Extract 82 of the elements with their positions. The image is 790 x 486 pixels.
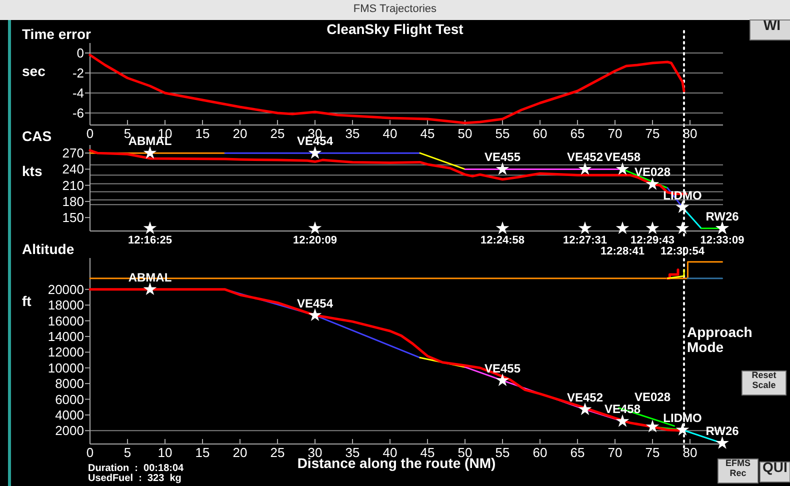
y-tick-label: 8000 bbox=[55, 376, 84, 392]
button: QUI bbox=[760, 459, 790, 482]
ref-line-label: Approach Mode bbox=[687, 324, 752, 355]
y-tick-label: 240 bbox=[62, 162, 84, 177]
annotation: 12:16:25 bbox=[128, 234, 172, 246]
x-tick-label: 0 bbox=[86, 126, 94, 141]
annotation: 12:24:58 bbox=[480, 234, 525, 246]
annotation: 12:27:31 bbox=[562, 234, 608, 246]
text: ft bbox=[22, 293, 32, 309]
y-tick-label: 180 bbox=[62, 194, 84, 209]
y-tick-label: 0 bbox=[76, 46, 84, 61]
x-tick-label: 55 bbox=[495, 445, 510, 460]
x-tick-label: 65 bbox=[570, 126, 585, 141]
x-tick-label: 70 bbox=[608, 445, 622, 460]
y-tick-label: 150 bbox=[62, 210, 84, 226]
button: EFMS Rec bbox=[718, 458, 758, 484]
y-tick-label: 6000 bbox=[55, 392, 84, 407]
annotation: RW26 bbox=[706, 424, 740, 438]
x-tick-label: 55 bbox=[495, 126, 510, 141]
x-tick-label: 35 bbox=[345, 445, 360, 460]
x-tick-label: 5 bbox=[124, 445, 132, 460]
annotation: VE454 bbox=[296, 296, 334, 310]
text: sec bbox=[22, 63, 46, 79]
x-tick-label: 70 bbox=[608, 126, 622, 141]
x-tick-label: 0 bbox=[86, 445, 94, 460]
y-axis-title: Time error bbox=[22, 26, 92, 42]
annotation: VE452 bbox=[566, 150, 604, 164]
annotation: VE452 bbox=[566, 390, 604, 404]
annotation: VE458 bbox=[604, 150, 641, 164]
y-tick-label: 16000 bbox=[48, 313, 84, 328]
y-axis-title: Altitude bbox=[22, 241, 74, 257]
y-tick-label: -4 bbox=[72, 86, 84, 101]
annotation: 12:30:54 bbox=[660, 245, 706, 258]
y-tick-label: 10000 bbox=[48, 360, 84, 376]
annotation: LIDMO bbox=[663, 410, 702, 425]
annotation: 12:28:41 bbox=[600, 245, 645, 258]
x-tick-label: 45 bbox=[420, 126, 435, 141]
annotation: 12:20:09 bbox=[292, 234, 338, 246]
x-tick-label: 60 bbox=[532, 126, 548, 141]
y-axis-title: CAS bbox=[22, 128, 52, 144]
text: Duration : 00:18:04 bbox=[88, 463, 184, 474]
x-tick-label: 65 bbox=[570, 445, 585, 460]
annotation: VE455 bbox=[484, 361, 521, 376]
x-tick-label: 40 bbox=[382, 445, 398, 460]
x-tick-label: 40 bbox=[382, 126, 398, 141]
text: UsedFuel : 323 kg bbox=[88, 473, 182, 484]
x-tick-label: 20 bbox=[232, 445, 248, 460]
text: FMS Trajectories bbox=[353, 3, 438, 15]
x-tick-label: 75 bbox=[645, 445, 660, 460]
x-tick-label: 60 bbox=[532, 445, 548, 460]
y-tick-label: -6 bbox=[72, 106, 84, 121]
chart-title: CleanSky Flight Test bbox=[326, 21, 464, 37]
x-tick-label: 80 bbox=[682, 445, 698, 460]
annotation: VE028 bbox=[634, 390, 671, 404]
y-tick-label: 4000 bbox=[55, 408, 84, 423]
x-tick-label: 25 bbox=[270, 126, 285, 141]
y-tick-label: 210 bbox=[62, 178, 84, 193]
text: kts bbox=[22, 163, 42, 179]
annotation: RW26 bbox=[706, 209, 740, 224]
y-tick-label: 18000 bbox=[48, 298, 84, 313]
y-tick-label: 2000 bbox=[55, 423, 84, 438]
x-tick-label: 15 bbox=[195, 445, 210, 460]
y-tick-label: 12000 bbox=[48, 344, 84, 360]
annotation: VE455 bbox=[484, 150, 521, 164]
x-tick-label: 75 bbox=[645, 126, 660, 141]
x-tick-label: 45 bbox=[420, 445, 435, 460]
button: Reset Scale bbox=[742, 370, 786, 396]
y-tick-label: 270 bbox=[62, 146, 84, 161]
x-tick-label: 10 bbox=[158, 445, 172, 460]
x-tick-label: 25 bbox=[270, 445, 285, 460]
x-tick-label: 35 bbox=[345, 126, 360, 141]
y-tick-label: 14000 bbox=[48, 329, 84, 344]
annotation: 12:33:09 bbox=[700, 234, 744, 246]
x-tick-label: 15 bbox=[195, 126, 210, 141]
x-tick-label: 50 bbox=[458, 126, 472, 141]
y-tick-label: 20000 bbox=[48, 282, 84, 297]
x-tick-label: 20 bbox=[232, 126, 248, 141]
y-tick-label: -2 bbox=[72, 66, 84, 81]
x-tick-label: 5 bbox=[124, 126, 132, 141]
button: WI bbox=[750, 17, 790, 40]
annotation: VE028 bbox=[634, 165, 671, 180]
annotation: 12:29:43 bbox=[630, 234, 675, 246]
